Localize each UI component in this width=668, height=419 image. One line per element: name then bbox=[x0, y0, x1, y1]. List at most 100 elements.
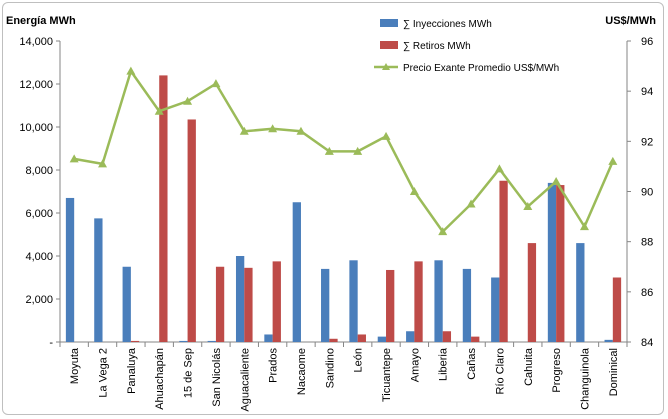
price-point-marker bbox=[183, 96, 193, 105]
retiros-bar bbox=[527, 243, 537, 342]
retiros-bar bbox=[130, 340, 140, 342]
inyecciones-bar bbox=[235, 256, 245, 342]
y-tick-label: 10,000 bbox=[19, 122, 53, 134]
price-point-marker bbox=[324, 146, 334, 155]
price-point-marker bbox=[438, 227, 448, 236]
price-point-marker bbox=[551, 176, 561, 185]
x-category-label: Panaluya bbox=[126, 347, 138, 394]
retiros-bar bbox=[612, 277, 622, 342]
inyecciones-bar bbox=[604, 339, 613, 342]
retiros-bar bbox=[414, 261, 423, 342]
x-category-label: Amayo bbox=[409, 348, 421, 382]
price-point-marker bbox=[239, 126, 249, 135]
inyecciones-bar bbox=[462, 268, 472, 342]
inyecciones-bar bbox=[264, 334, 273, 342]
inyecciones-bar bbox=[491, 277, 500, 342]
y2-tick-label: 96 bbox=[641, 36, 653, 48]
y2-tick-label: 84 bbox=[641, 337, 653, 349]
x-category-label: 15 de Sep bbox=[183, 348, 195, 398]
legend: ∑ Inyecciones MWh ∑ Retiros MWh Precio Exa… bbox=[374, 19, 559, 74]
y2-tick-label: 90 bbox=[641, 187, 653, 199]
inyecciones-bar bbox=[94, 218, 103, 342]
price-point-marker bbox=[579, 222, 589, 231]
y-axis-title-right: US$/MWh bbox=[605, 15, 656, 27]
x-category-label: San Nicolás bbox=[211, 348, 223, 407]
inyecciones-bar bbox=[434, 260, 443, 342]
price-point-marker bbox=[154, 106, 164, 115]
inyecciones-bar bbox=[547, 182, 557, 342]
retiros-bar bbox=[442, 331, 452, 342]
price-point-marker bbox=[211, 79, 221, 88]
x-category-label: Cahuita bbox=[523, 347, 535, 386]
inyecciones-bar bbox=[179, 340, 188, 342]
price-point-marker bbox=[608, 156, 618, 165]
axes bbox=[56, 40, 631, 347]
retiros-bar bbox=[329, 338, 338, 342]
x-category-label: Progreso bbox=[551, 348, 563, 393]
price-point-marker bbox=[296, 126, 306, 135]
price-point-marker bbox=[353, 146, 363, 155]
inyecciones-bar bbox=[207, 340, 216, 342]
retiros-bar bbox=[215, 266, 225, 342]
inyecciones-bar bbox=[292, 202, 301, 342]
retiros-bar bbox=[187, 119, 196, 342]
x-category-label: Nacaome bbox=[296, 348, 308, 395]
x-category-label: León bbox=[353, 348, 365, 372]
x-category-label: Sandino bbox=[324, 348, 336, 388]
price-point-marker bbox=[268, 124, 278, 133]
x-category-label: Ahuachapán bbox=[154, 348, 166, 410]
retiros-bar bbox=[244, 267, 253, 342]
inyecciones-bar bbox=[349, 260, 358, 342]
x-category-label: Ticuantepe bbox=[381, 348, 393, 402]
x-category-label: Río Claro bbox=[494, 348, 506, 394]
retiros-bar bbox=[357, 334, 366, 342]
inyecciones-bar bbox=[406, 331, 415, 342]
price-point-marker bbox=[126, 66, 136, 75]
x-category-label: Dominical bbox=[608, 348, 620, 396]
y-tick-label: 2,000 bbox=[25, 294, 53, 306]
retiros-bar bbox=[556, 185, 565, 342]
x-category-label: Aguacaliente bbox=[239, 348, 251, 412]
retiros-bar bbox=[159, 75, 168, 343]
price-point-marker bbox=[98, 159, 108, 168]
labels: - 2,000 4,000 6,000 8,000 10,000 12,000 14,000 8… bbox=[6, 15, 656, 412]
legend-line-marker bbox=[382, 63, 390, 70]
y2-tick-label: 94 bbox=[641, 86, 653, 98]
y-tick-label: 8,000 bbox=[25, 165, 53, 177]
y-tick-label: 4,000 bbox=[25, 251, 53, 263]
price-point-marker bbox=[69, 154, 79, 163]
legend-label: Precio Exante Promedio US$/MWh bbox=[403, 63, 559, 74]
x-category-label: Moyuta bbox=[69, 347, 81, 384]
retiros-bar bbox=[499, 180, 508, 342]
y2-tick-label: 88 bbox=[641, 237, 653, 249]
y-axis-title-left: Energía MWh bbox=[6, 15, 76, 27]
price-point-marker bbox=[494, 164, 504, 173]
price-point-marker bbox=[523, 202, 533, 211]
legend-swatch bbox=[380, 41, 398, 49]
inyecciones-bar bbox=[65, 197, 75, 342]
x-category-label: Prados bbox=[268, 348, 280, 383]
inyecciones-bar bbox=[122, 266, 131, 342]
inyecciones-bar bbox=[321, 268, 330, 342]
retiros-bar bbox=[386, 269, 395, 342]
y-tick-label: 6,000 bbox=[25, 208, 53, 220]
price-point-marker bbox=[466, 199, 476, 208]
y-tick-label: 14,000 bbox=[19, 36, 53, 48]
x-category-label: Changuinola bbox=[579, 347, 591, 410]
x-category-label: Liberia bbox=[438, 347, 450, 381]
inyecciones-bar bbox=[576, 243, 585, 342]
retiros-bar bbox=[272, 261, 281, 342]
bars bbox=[65, 75, 622, 343]
price-series-line bbox=[73, 69, 614, 233]
legend-label: ∑ Inyecciones MWh bbox=[403, 19, 492, 30]
price-point-marker bbox=[409, 187, 419, 195]
y2-tick-label: 86 bbox=[641, 287, 653, 299]
y2-tick-label: 92 bbox=[641, 136, 653, 148]
x-category-label: La Vega 2 bbox=[98, 348, 110, 398]
x-category-label: Cañas bbox=[466, 348, 478, 380]
y-tick-label: - bbox=[49, 337, 53, 349]
legend-swatch bbox=[380, 19, 398, 27]
price-point-marker bbox=[381, 131, 391, 140]
legend-label: ∑ Retiros MWh bbox=[403, 41, 471, 52]
